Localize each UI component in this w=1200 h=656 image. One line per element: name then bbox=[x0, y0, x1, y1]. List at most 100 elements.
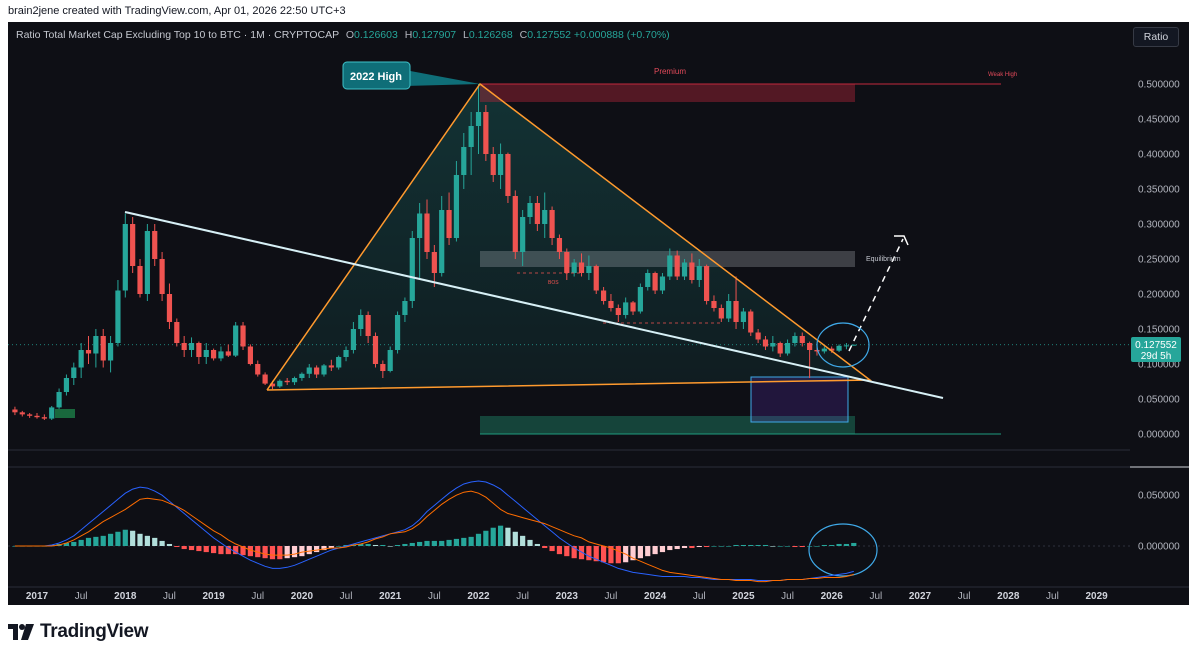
candle-body[interactable] bbox=[12, 409, 18, 413]
projection-line[interactable] bbox=[848, 238, 904, 352]
candle-body[interactable] bbox=[321, 365, 327, 375]
candle-body[interactable] bbox=[586, 266, 592, 273]
candle-body[interactable] bbox=[49, 407, 55, 419]
candle-body[interactable] bbox=[247, 346, 253, 365]
candle-body[interactable] bbox=[314, 367, 320, 375]
candle-body[interactable] bbox=[306, 367, 312, 374]
candle-body[interactable] bbox=[777, 343, 783, 354]
candle-body[interactable] bbox=[527, 203, 533, 217]
candle-body[interactable] bbox=[144, 231, 150, 294]
descending-trendline[interactable] bbox=[124, 211, 944, 399]
candle-body[interactable] bbox=[394, 315, 401, 350]
candle-body[interactable] bbox=[512, 196, 518, 252]
premium-zone[interactable] bbox=[480, 84, 855, 102]
candle-body[interactable] bbox=[645, 273, 651, 287]
candle-body[interactable] bbox=[615, 308, 621, 315]
candle-body[interactable] bbox=[505, 154, 511, 196]
candle-body[interactable] bbox=[299, 373, 305, 378]
candle-body[interactable] bbox=[100, 336, 106, 361]
candle-body[interactable] bbox=[181, 343, 187, 350]
candle-body[interactable] bbox=[343, 350, 349, 357]
candle-body[interactable] bbox=[711, 301, 717, 308]
candle-body[interactable] bbox=[402, 301, 408, 315]
candle-body[interactable] bbox=[240, 325, 246, 347]
candle-body[interactable] bbox=[843, 345, 850, 347]
candle-body[interactable] bbox=[520, 217, 526, 252]
candle-body[interactable] bbox=[63, 378, 70, 392]
candle-body[interactable] bbox=[556, 238, 563, 252]
candle-body[interactable] bbox=[174, 322, 180, 343]
candle-body[interactable] bbox=[358, 315, 364, 329]
candle-body[interactable] bbox=[770, 343, 776, 347]
candle-body[interactable] bbox=[549, 210, 555, 238]
candle-body[interactable] bbox=[78, 350, 84, 368]
candle-body[interactable] bbox=[424, 213, 430, 253]
candle-body[interactable] bbox=[461, 147, 467, 175]
candle-body[interactable] bbox=[262, 374, 268, 384]
candle-body[interactable] bbox=[27, 414, 33, 416]
candle-body[interactable] bbox=[93, 336, 99, 354]
candle-body[interactable] bbox=[453, 175, 460, 238]
candle-body[interactable] bbox=[630, 302, 636, 312]
candle-body[interactable] bbox=[336, 357, 342, 368]
candle-body[interactable] bbox=[755, 332, 761, 340]
candle-body[interactable] bbox=[196, 343, 202, 357]
candle-body[interactable] bbox=[718, 308, 724, 319]
candle-body[interactable] bbox=[115, 290, 121, 344]
candle-body[interactable] bbox=[623, 302, 629, 315]
candle-body[interactable] bbox=[821, 348, 827, 352]
candle-body[interactable] bbox=[578, 262, 585, 274]
candle-body[interactable] bbox=[130, 224, 136, 266]
price-circle[interactable] bbox=[816, 322, 870, 368]
candle-body[interactable] bbox=[291, 378, 298, 383]
candle-body[interactable] bbox=[851, 344, 857, 346]
candle-body[interactable] bbox=[534, 203, 540, 224]
candle-body[interactable] bbox=[446, 210, 452, 238]
macd-circle[interactable] bbox=[808, 523, 878, 577]
candle-body[interactable] bbox=[365, 315, 371, 336]
callout-box[interactable] bbox=[342, 61, 411, 90]
candle-body[interactable] bbox=[814, 350, 820, 352]
candle-body[interactable] bbox=[225, 351, 231, 356]
candle-body[interactable] bbox=[166, 294, 173, 322]
candle-body[interactable] bbox=[284, 380, 290, 383]
candle-body[interactable] bbox=[681, 262, 688, 277]
candle-body[interactable] bbox=[431, 252, 437, 273]
candle-body[interactable] bbox=[726, 301, 732, 319]
candle-body[interactable] bbox=[468, 126, 474, 147]
candle-body[interactable] bbox=[218, 351, 224, 359]
candle-body[interactable] bbox=[608, 301, 614, 308]
candle-body[interactable] bbox=[137, 266, 143, 294]
candle-body[interactable] bbox=[255, 364, 261, 375]
symbol-name[interactable]: Ratio Total Market Cap Excluding Top 10 … bbox=[16, 29, 339, 41]
candle-body[interactable] bbox=[836, 345, 842, 351]
candle-body[interactable] bbox=[740, 311, 746, 323]
candle-body[interactable] bbox=[380, 364, 386, 371]
candle-body[interactable] bbox=[600, 290, 607, 302]
candle-body[interactable] bbox=[483, 112, 489, 154]
candle-body[interactable] bbox=[372, 336, 379, 364]
candle-body[interactable] bbox=[696, 266, 702, 280]
candle-body[interactable] bbox=[107, 343, 114, 361]
candle-body[interactable] bbox=[350, 329, 357, 350]
candle-body[interactable] bbox=[799, 336, 805, 343]
candle-body[interactable] bbox=[409, 238, 415, 301]
candle-body[interactable] bbox=[807, 343, 813, 350]
candle-body[interactable] bbox=[667, 255, 673, 277]
candle-body[interactable] bbox=[417, 213, 423, 239]
demand-box[interactable] bbox=[750, 376, 849, 423]
candle-body[interactable] bbox=[34, 415, 40, 418]
candle-body[interactable] bbox=[762, 339, 769, 347]
candle-body[interactable] bbox=[674, 255, 680, 277]
discount-zone[interactable] bbox=[480, 416, 855, 434]
candle-body[interactable] bbox=[211, 350, 217, 359]
candle-body[interactable] bbox=[652, 273, 658, 291]
candle-body[interactable] bbox=[188, 343, 195, 350]
candle-body[interactable] bbox=[704, 266, 710, 301]
candle-body[interactable] bbox=[277, 380, 283, 387]
candle-body[interactable] bbox=[159, 259, 165, 294]
candle-body[interactable] bbox=[439, 210, 445, 273]
candle-body[interactable] bbox=[203, 350, 209, 357]
candle-body[interactable] bbox=[637, 287, 643, 312]
